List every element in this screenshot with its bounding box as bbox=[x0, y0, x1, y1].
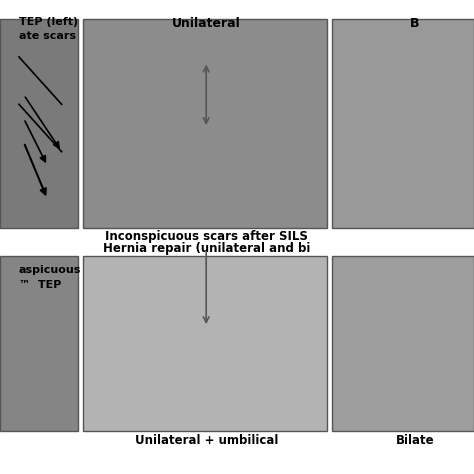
FancyBboxPatch shape bbox=[83, 19, 327, 228]
FancyBboxPatch shape bbox=[0, 256, 78, 431]
FancyBboxPatch shape bbox=[0, 19, 78, 228]
FancyBboxPatch shape bbox=[332, 19, 474, 228]
Text: Unilateral + umbilical: Unilateral + umbilical bbox=[135, 434, 278, 447]
Text: Bilate: Bilate bbox=[395, 434, 434, 447]
FancyBboxPatch shape bbox=[83, 256, 327, 431]
Text: TEP (left): TEP (left) bbox=[19, 17, 78, 27]
Text: ™  TEP: ™ TEP bbox=[19, 280, 61, 290]
Text: Hernia repair (unilateral and bi: Hernia repair (unilateral and bi bbox=[102, 242, 310, 255]
Text: ate scars: ate scars bbox=[19, 31, 76, 41]
FancyBboxPatch shape bbox=[332, 256, 474, 431]
Text: Inconspicuous scars after SILS: Inconspicuous scars after SILS bbox=[105, 230, 308, 243]
Text: B: B bbox=[410, 17, 419, 29]
Text: aspicuous: aspicuous bbox=[19, 265, 82, 275]
Text: Unilateral: Unilateral bbox=[172, 17, 241, 29]
